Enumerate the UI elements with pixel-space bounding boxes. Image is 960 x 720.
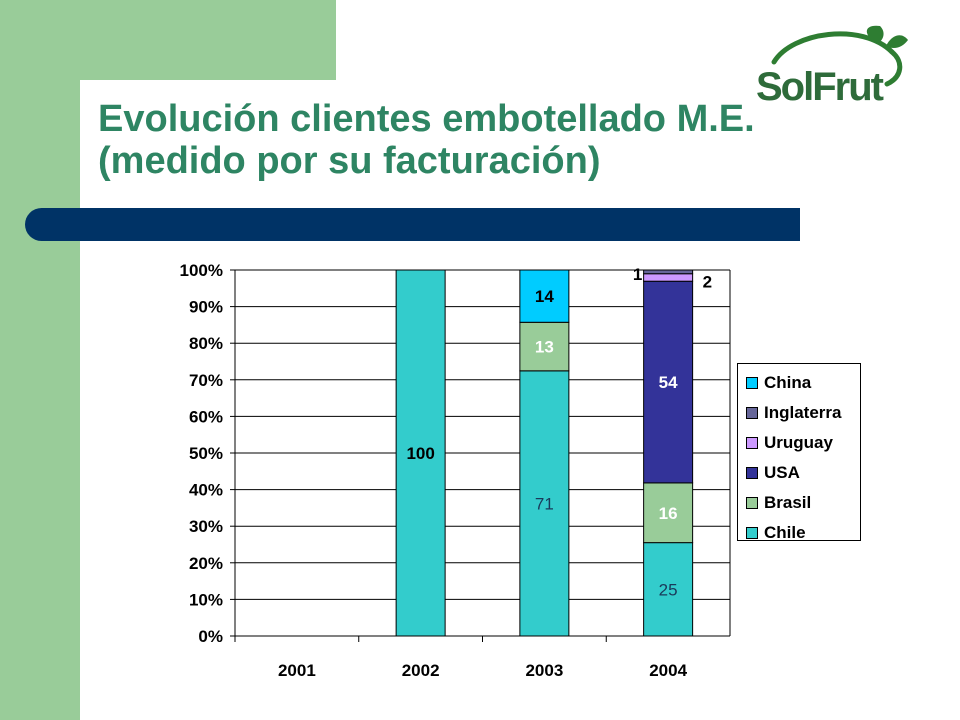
- bar-segment-china-2003: [519, 269, 570, 323]
- data-label-china-2003: 14: [535, 287, 554, 306]
- top-green-panel: [80, 0, 336, 80]
- y-tick-label: 100%: [180, 261, 223, 280]
- legend-item-chile: Chile: [738, 518, 860, 548]
- bar-segment-uruguay-2004: [643, 273, 694, 282]
- x-tick-label: 2002: [402, 661, 440, 680]
- y-tick-label: 20%: [189, 554, 223, 573]
- legend-swatch: [746, 497, 758, 509]
- legend-label: Chile: [764, 523, 806, 542]
- y-tick-label: 10%: [189, 590, 223, 609]
- data-label-chile-2004: 25: [659, 580, 678, 599]
- legend-swatch: [746, 527, 758, 539]
- y-tick-label: 60%: [189, 407, 223, 426]
- x-tick-label: 2003: [525, 661, 563, 680]
- legend-label: China: [764, 373, 812, 392]
- legend-label: USA: [764, 463, 800, 482]
- bar-segment-chile-2004: [643, 542, 694, 637]
- legend-label: Uruguay: [764, 433, 833, 452]
- bar-segment-brasil-2003: [519, 321, 570, 372]
- data-label-brasil-2003: 13: [535, 338, 554, 357]
- data-label-chile-2002: 100: [406, 444, 434, 463]
- legend-label: Inglaterra: [764, 403, 842, 422]
- logo-text: SolFrut: [756, 65, 884, 109]
- solfrut-logo: SolFrut: [756, 25, 908, 109]
- y-tick-label: 70%: [189, 371, 223, 390]
- content-corner: [80, 80, 200, 200]
- legend-item-brasil: Brasil: [738, 488, 860, 518]
- legend-item-usa: USA: [738, 458, 860, 488]
- bar-segment-inglaterra-2004: [643, 269, 694, 275]
- y-tick-label: 50%: [189, 444, 223, 463]
- y-tick-label: 0%: [198, 627, 223, 646]
- data-label-usa-2004: 54: [659, 373, 678, 392]
- x-tick-label: 2004: [649, 661, 687, 680]
- y-tick-label: 90%: [189, 298, 223, 317]
- data-label-uruguay-2004: 2: [703, 273, 712, 292]
- legend-item-china: China: [738, 368, 860, 398]
- legend-swatch: [746, 377, 758, 389]
- bar-segment-brasil-2004: [643, 482, 694, 544]
- legend-item-inglaterra: Inglaterra: [738, 398, 860, 428]
- bar-segment-chile-2003: [519, 370, 570, 637]
- legend-swatch: [746, 467, 758, 479]
- slide-title-line-2: (medido por su facturación): [98, 140, 601, 182]
- legend-swatch: [746, 407, 758, 419]
- y-tick-label: 40%: [189, 481, 223, 500]
- bar-segment-chile-2002: [395, 269, 446, 637]
- data-label-inglaterra-2004: 1: [633, 265, 642, 284]
- slide-title-line-1: Evolución clientes embotellado M.E.: [98, 98, 755, 140]
- y-tick-label: 80%: [189, 334, 223, 353]
- left-green-panel: [0, 0, 80, 720]
- legend-label: Brasil: [764, 493, 812, 512]
- legend-item-uruguay: Uruguay: [738, 428, 860, 458]
- chart-legend: China Inglaterra Uruguay USA Brasil Chile: [737, 363, 861, 542]
- legend-swatch: [746, 437, 758, 449]
- slide-title: Evolución clientes embotellado M.E. (med…: [98, 98, 755, 182]
- data-label-brasil-2004: 16: [659, 504, 678, 523]
- y-tick-label: 30%: [189, 517, 223, 536]
- x-tick-label: 2001: [278, 661, 316, 680]
- data-label-chile-2003: 71: [535, 494, 554, 513]
- title-divider-band: [25, 208, 800, 241]
